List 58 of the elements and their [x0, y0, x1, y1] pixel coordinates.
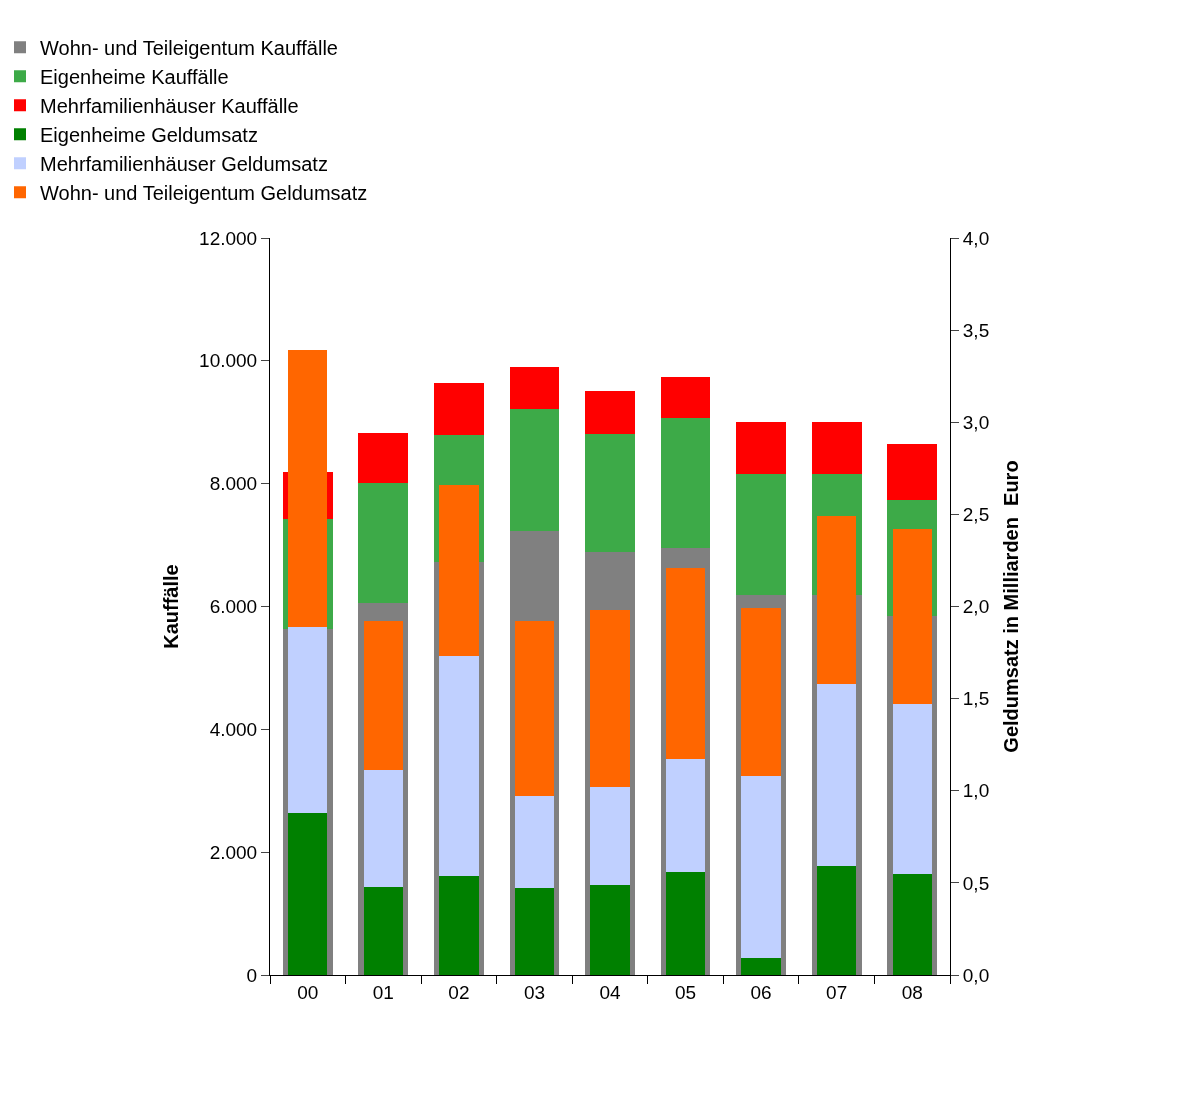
- bar: [736, 473, 787, 595]
- bar: [665, 871, 706, 975]
- bar: [590, 787, 630, 885]
- bar: [585, 433, 635, 552]
- y-tick-label: 6.000: [209, 596, 258, 618]
- y-tick-label: 8.000: [209, 473, 258, 495]
- bar: [358, 433, 409, 484]
- y-tick-label: 0: [246, 964, 258, 986]
- x-tick-label: 04: [599, 981, 621, 1003]
- bar: [741, 958, 781, 975]
- y-axis-title: Kauffälle: [159, 564, 182, 649]
- legend-label: Mehrfamilienhäuser Geldumsatz: [40, 152, 328, 175]
- x-tick-label: 00: [297, 981, 319, 1003]
- bar: [363, 770, 403, 887]
- y-tick-label: 10.000: [199, 350, 258, 372]
- x-tick-label: 01: [372, 981, 394, 1003]
- bar: [665, 759, 706, 872]
- y2-tick-label: 0,5: [962, 872, 990, 894]
- y2-tick-label: 3,0: [962, 411, 990, 433]
- bar: [363, 886, 403, 975]
- bar: [514, 796, 555, 889]
- y-tick-label: 12.000: [199, 227, 258, 249]
- legend-label: Wohn- und Teileigentum Geldumsatz: [40, 181, 368, 204]
- y2-tick-label: 1,0: [962, 780, 990, 802]
- y2-tick-label: 2,0: [962, 596, 990, 618]
- x-tick-label: 02: [448, 981, 470, 1003]
- bar: [811, 421, 862, 474]
- y2-tick-label: 2,5: [962, 504, 990, 526]
- bar: [509, 366, 560, 409]
- y2-tick-label: 1,5: [962, 688, 990, 710]
- x-tick-label: 07: [826, 981, 848, 1003]
- bar: [736, 421, 787, 474]
- y-tick-label: 4.000: [209, 718, 258, 740]
- y2-tick-label: 4,0: [962, 227, 990, 249]
- y2-tick-label: 0,0: [962, 964, 990, 986]
- bar: [358, 483, 409, 603]
- bar: [817, 866, 857, 975]
- bar: [509, 408, 560, 531]
- bar: [514, 888, 555, 975]
- bar: [590, 884, 630, 975]
- legend-label: Mehrfamilienhäuser Kauffälle: [40, 94, 299, 117]
- y-tick-label: 2.000: [209, 841, 258, 863]
- legend-label: Eigenheime Geldumsatz: [40, 123, 258, 146]
- x-tick-label: 03: [523, 981, 546, 1003]
- y2-axis-title: Geldumsatz in Milliarden Euro: [999, 460, 1022, 753]
- bar: [433, 382, 484, 436]
- bar: [892, 873, 932, 975]
- x-tick-label: 08: [901, 981, 923, 1003]
- bar: [660, 417, 711, 549]
- legend-label: Wohn- und Teileigentum Kauffälle: [40, 36, 338, 59]
- x-tick-label: 06: [750, 981, 772, 1003]
- bar: [439, 875, 479, 975]
- bar: [660, 376, 711, 418]
- bar: [585, 390, 635, 434]
- y2-tick-label: 3,5: [962, 319, 990, 341]
- bar: [887, 444, 938, 500]
- x-tick-label: 05: [674, 981, 697, 1003]
- legend-label: Eigenheime Kauffälle: [40, 65, 229, 88]
